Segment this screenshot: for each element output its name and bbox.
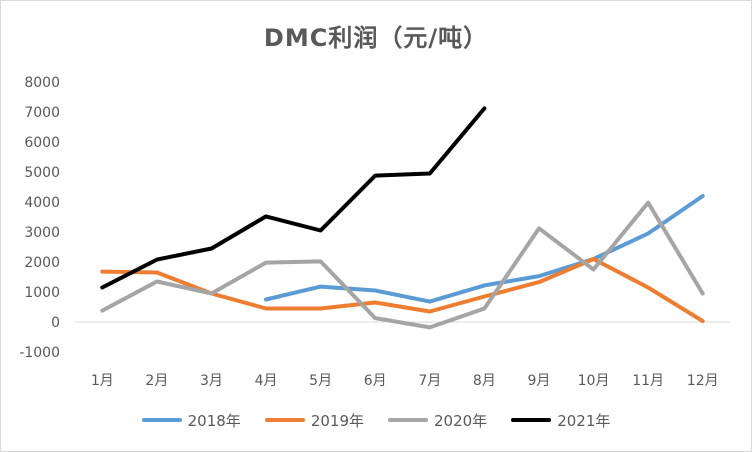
- legend-label: 2020年: [434, 411, 488, 430]
- y-tick-label: 6000: [24, 135, 60, 151]
- chart-title: DMC利润（元/吨）: [263, 24, 489, 52]
- legend-swatch: [388, 418, 428, 422]
- legend-item: 2019年: [264, 410, 364, 431]
- legend-label: 2019年: [310, 411, 364, 430]
- x-tick-label: 5月: [309, 373, 332, 389]
- legend-label: 2018年: [187, 411, 241, 430]
- series-line-2018年: [264, 194, 705, 304]
- series-line-2020年: [100, 200, 705, 330]
- y-tick-label: 8000: [24, 75, 60, 91]
- chart-legend: 2018年 2019年 2020年 2021年: [0, 406, 752, 434]
- x-tick-label: 2月: [145, 373, 168, 389]
- y-tick-label: 5000: [24, 165, 60, 181]
- x-tick-label: 9月: [527, 373, 550, 389]
- y-tick-label: 3000: [24, 225, 60, 241]
- legend-label: 2021年: [557, 411, 611, 430]
- x-tick-label: 11月: [632, 373, 664, 389]
- x-tick-label: 4月: [255, 373, 278, 389]
- y-tick-label: 4000: [24, 195, 60, 211]
- y-tick-label: 0: [51, 315, 60, 331]
- x-tick-label: 3月: [200, 373, 223, 389]
- legend-item: 2018年: [141, 410, 241, 431]
- y-tick-label: 7000: [24, 105, 60, 121]
- y-tick-label: 1000: [24, 285, 60, 301]
- legend-swatch: [511, 418, 552, 422]
- legend-swatch: [141, 418, 182, 422]
- x-tick-label: 10月: [578, 373, 610, 389]
- y-tick-label: -1000: [19, 345, 60, 361]
- x-tick-label: 1月: [91, 373, 114, 389]
- x-tick-label: 8月: [473, 373, 496, 389]
- x-tick-label: 7月: [418, 373, 441, 389]
- legend-swatch: [264, 418, 305, 422]
- series-line-2021年: [100, 106, 487, 290]
- x-tick-label: 6月: [364, 373, 387, 389]
- legend-item: 2021年: [511, 410, 610, 431]
- y-tick-label: 2000: [24, 255, 60, 271]
- x-tick-label: 12月: [687, 373, 719, 389]
- legend-item: 2020年: [388, 410, 487, 431]
